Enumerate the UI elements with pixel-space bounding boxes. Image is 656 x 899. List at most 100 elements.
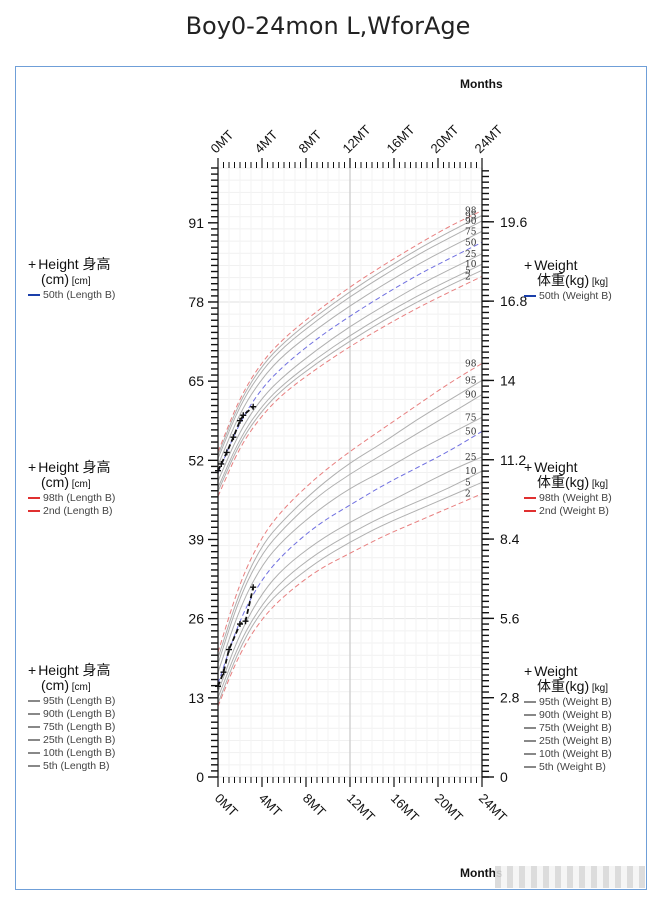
legend-swatch [524, 753, 536, 756]
weight-curve-label: 98 [465, 359, 477, 369]
weight-curve-label: 25 [465, 453, 477, 463]
legend-item-label: 95th (Weight B) [539, 696, 612, 708]
bottom-tick-label: 4MT [256, 791, 285, 820]
legend-unit-text: 体重(kg) [537, 272, 590, 288]
legend-unit: (cm) [cm] [28, 678, 115, 695]
legend-header-text: Weight [534, 663, 578, 679]
legend-item: 10th (Length B) [28, 747, 115, 760]
legend-swatch [28, 497, 40, 500]
legend-header: + Weight [524, 664, 612, 679]
legend-item-label: 95th (Length B) [43, 695, 116, 707]
legend-item: 5th (Length B) [28, 760, 115, 773]
legend-unit-text: 体重(kg) [537, 474, 590, 490]
legend-item: 2nd (Weight B) [524, 505, 612, 518]
legend-swatch [524, 510, 536, 513]
legend-right-other: + Weight 体重(kg) [kg] 95th (Weight B) 90th (W… [524, 664, 612, 774]
length-curve-label: 98 [465, 207, 477, 217]
legend-header-text: Height 身高 [38, 662, 111, 678]
weight-curve-label: 10 [465, 467, 477, 477]
length-curve-label: 10 [465, 260, 477, 270]
legend-swatch [524, 714, 536, 717]
legend-swatch [28, 713, 40, 716]
patient-weight-point [226, 646, 232, 653]
legend-swatch [524, 727, 536, 730]
legend-swatch [524, 295, 536, 298]
left-tick-label: 13 [188, 690, 204, 706]
right-tick-label: 16.8 [500, 293, 527, 309]
legend-swatch [28, 726, 40, 729]
watermark [495, 866, 645, 888]
patient-weight-point [250, 584, 257, 591]
legend-unit-small: [kg] [589, 479, 609, 490]
legend-swatch [28, 765, 40, 768]
legend-header-text: Height 身高 [38, 256, 111, 272]
legend-swatch [28, 739, 40, 742]
legend-header-text: Height 身高 [38, 459, 111, 475]
chart-frame [15, 66, 647, 890]
weight-curve-label: 95 [465, 376, 477, 386]
legend-item-label: 98th (Weight B) [539, 492, 612, 504]
right-tick-label: 8.4 [500, 531, 520, 547]
legend-item: 90th (Length B) [28, 708, 115, 721]
legend-unit: 体重(kg) [kg] [524, 273, 612, 290]
legend-right-50th: + Weight 体重(kg) [kg] 50th (Weight B) [524, 258, 612, 303]
left-tick-label: 91 [188, 215, 204, 231]
length-curve-p50 [217, 241, 483, 474]
top-tick-label: 12MT [340, 122, 374, 156]
patient-length-point [240, 412, 247, 419]
right-tick-label: 19.6 [500, 214, 527, 230]
patient-weight-line [217, 587, 255, 687]
weight-curve-p95 [217, 380, 483, 659]
weight-curve-p90 [217, 394, 483, 664]
top-tick-label: 20MT [428, 122, 462, 156]
legend-unit-small: [cm] [69, 479, 91, 490]
chart-title: Boy0-24mon L,WforAge [185, 12, 471, 40]
length-curve-p75 [217, 230, 483, 466]
left-tick-label: 78 [188, 294, 204, 310]
plus-icon: + [28, 459, 37, 475]
length-curve-label: 50 [465, 238, 477, 248]
plus-icon: + [524, 257, 533, 273]
months-label-bottom: Months [460, 866, 503, 880]
weight-curve-p10 [217, 470, 483, 698]
legend-left-98-2: + Height 身高 (cm) [cm] 98th (Length B) 2nd (L… [28, 460, 115, 518]
legend-swatch [28, 700, 40, 703]
patient-length-point [223, 449, 230, 456]
legend-item: 90th (Weight B) [524, 709, 612, 722]
length-curve-p5 [217, 269, 483, 492]
bottom-tick-label: 12MT [344, 791, 378, 825]
legend-item: 10th (Weight B) [524, 748, 612, 761]
patient-length-point [230, 434, 237, 441]
legend-header: + Weight [524, 258, 612, 273]
length-curve-p25 [217, 253, 483, 482]
legend-swatch [524, 497, 536, 500]
legend-unit-small: [cm] [69, 276, 91, 287]
weight-curve-p5 [217, 481, 483, 704]
top-tick-label: 8MT [296, 127, 325, 156]
bottom-tick-label: 8MT [300, 791, 329, 820]
length-curve-label: 2 [465, 272, 471, 282]
legend-item-label: 10th (Weight B) [539, 748, 612, 760]
legend-item-label: 90th (Length B) [43, 708, 116, 720]
axes: 01326395265789102.85.68.411.21416.819.60… [188, 122, 527, 825]
right-tick-label: 14 [500, 372, 516, 388]
top-tick-label: 16MT [384, 122, 418, 156]
length-curve-label: 5 [465, 266, 471, 276]
legend-item-label: 75th (Weight B) [539, 722, 612, 734]
weight-curve-p25 [217, 456, 483, 693]
patient-weight-point [237, 621, 243, 628]
weight-curve-label: 75 [465, 413, 477, 423]
right-tick-label: 2.8 [500, 690, 520, 706]
top-tick-label: 4MT [252, 127, 281, 156]
plus-icon: + [524, 459, 533, 475]
legend-swatch [524, 701, 536, 704]
legend-left-other: + Height 身高 (cm) [cm] 95th (Length B) 90th (… [28, 663, 115, 773]
legend-item-label: 90th (Weight B) [539, 709, 612, 721]
legend-item-label: 2nd (Weight B) [539, 505, 609, 517]
legend-item-label: 5th (Weight B) [539, 761, 606, 773]
right-tick-label: 0 [500, 769, 508, 785]
legend-swatch [28, 752, 40, 755]
legend-left-50th: + Height 身高 (cm) [cm] 50th (Length B) [28, 257, 115, 302]
legend-header-text: Weight [534, 459, 578, 475]
